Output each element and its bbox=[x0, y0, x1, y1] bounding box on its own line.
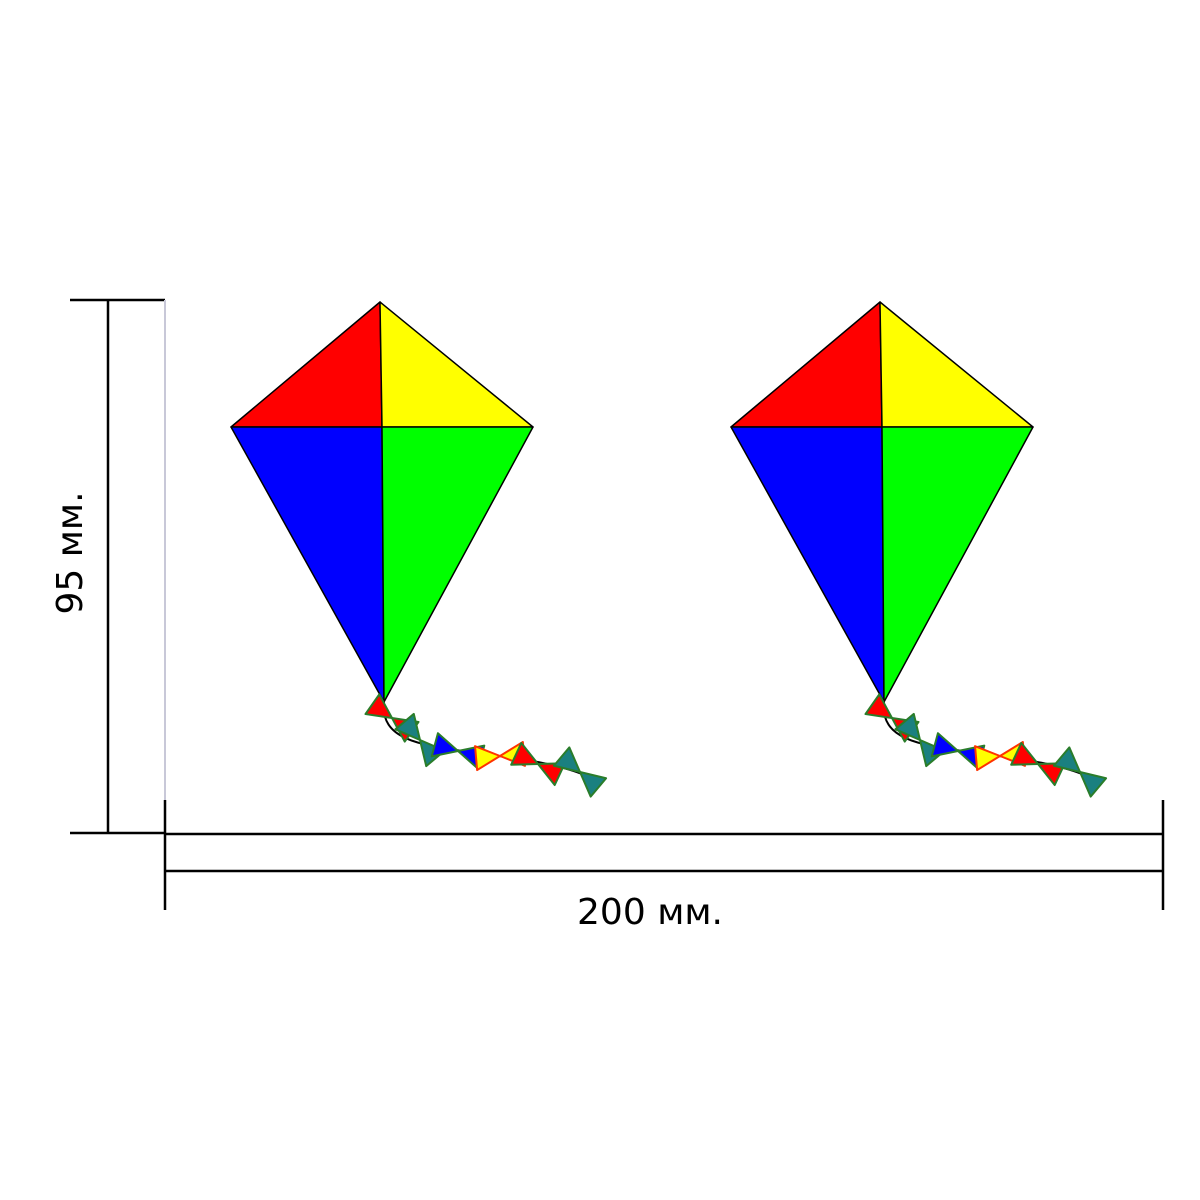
kite-panel-bottom-right bbox=[881, 426, 1034, 703]
width-dimension: 200 мм. bbox=[163, 800, 1165, 933]
bow-wing bbox=[394, 712, 421, 741]
bow-wing bbox=[579, 771, 608, 798]
tail-bow-red bbox=[1010, 741, 1066, 787]
bow-wing bbox=[1037, 762, 1066, 787]
bow-wing bbox=[1052, 746, 1081, 773]
height-dimension: 95 мм. bbox=[50, 298, 166, 835]
bow-wing bbox=[974, 745, 1001, 772]
kite-tail-bows bbox=[864, 693, 1108, 798]
height-label: 95 мм. bbox=[50, 491, 91, 614]
tail-bow-red bbox=[510, 741, 566, 787]
kite-tail-bows bbox=[364, 693, 608, 798]
width-label: 200 мм. bbox=[577, 892, 723, 933]
bow-wing bbox=[552, 746, 581, 773]
tail-bow-teal bbox=[1052, 746, 1108, 798]
tail-bow-teal bbox=[552, 746, 608, 798]
bow-wing bbox=[474, 745, 501, 772]
bow-wing bbox=[930, 732, 959, 758]
kite-left bbox=[230, 301, 608, 798]
bow-wing bbox=[1079, 771, 1108, 798]
kite-panel-bottom-right bbox=[381, 426, 534, 703]
bow-wing bbox=[537, 762, 566, 787]
kite-right bbox=[730, 301, 1108, 798]
bow-wing bbox=[510, 741, 539, 766]
bow-wing bbox=[1010, 741, 1039, 766]
bow-wing bbox=[894, 712, 921, 741]
bow-wing bbox=[430, 732, 459, 758]
bow-wing bbox=[364, 693, 393, 719]
bow-wing bbox=[864, 693, 893, 719]
